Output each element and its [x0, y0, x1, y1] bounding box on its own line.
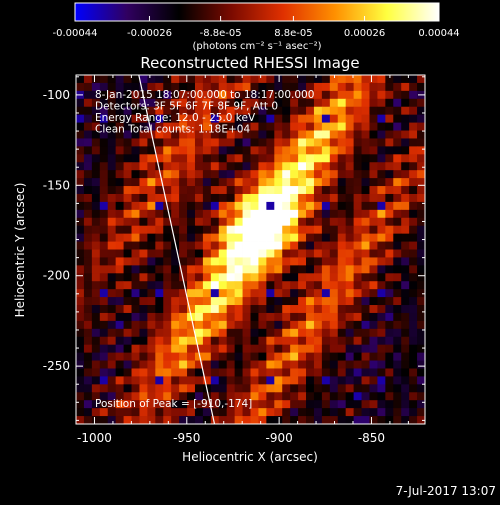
- colorbar-tick-label: -0.00026: [127, 28, 172, 39]
- plot-frame: [75, 74, 426, 425]
- colorbar-tick-label: 0.00044: [418, 28, 459, 39]
- y-tick-label: -250: [43, 359, 70, 373]
- heatmap-image: [76, 75, 425, 424]
- peak-position-label: Position of Peak = [-910,-174]: [95, 398, 252, 410]
- x-tick-label: -950: [173, 431, 200, 445]
- observation-info: 8-Jan-2015 18:07:00.000 to 18:17:00.000D…: [95, 89, 314, 136]
- y-axis-label: Heliocentric Y (arcsec): [13, 183, 27, 318]
- x-axis-ticks: -1000 -950 -900 -850: [77, 75, 409, 445]
- info-line: Detectors: 3F 5F 6F 7F 8F 9F, Att 0: [95, 101, 278, 113]
- colorbar: [74, 2, 440, 22]
- colorbar-tick-label: 8.8e-05: [274, 28, 312, 39]
- x-axis-label: Heliocentric X (arcsec): [182, 450, 318, 464]
- x-tick-label: -900: [266, 431, 293, 445]
- y-tick-label: -150: [43, 178, 70, 192]
- chart-title: Reconstructed RHESSI Image: [140, 54, 359, 72]
- info-line: Energy Range: 12.0 - 25.0 keV: [95, 112, 256, 124]
- date-stamp: 7-Jul-2017 13:07: [396, 484, 496, 498]
- x-tick-label: -1000: [77, 431, 112, 445]
- info-line: 8-Jan-2015 18:07:00.000 to 18:17:00.000: [95, 89, 314, 101]
- y-tick-label: -100: [43, 88, 70, 102]
- colorbar-tick-label: -0.00044: [53, 28, 98, 39]
- colorbar-tick-label: -8.8e-05: [200, 28, 242, 39]
- x-tick-label: -850: [358, 431, 385, 445]
- y-axis-ticks: -100 -150 -200 -250: [43, 76, 425, 421]
- colorbar-unit-label: (photons cm⁻² s⁻¹ asec⁻²): [192, 41, 321, 52]
- info-line: Clean Total counts: 1.18E+04: [95, 124, 250, 136]
- y-tick-label: -200: [43, 269, 70, 283]
- colorbar-ticks: -0.00044 -0.00026 -8.8e-05 8.8e-05 0.00026 0.…: [53, 16, 460, 39]
- colorbar-tick-label: 0.00026: [344, 28, 385, 39]
- solar-limb-line: [138, 75, 216, 424]
